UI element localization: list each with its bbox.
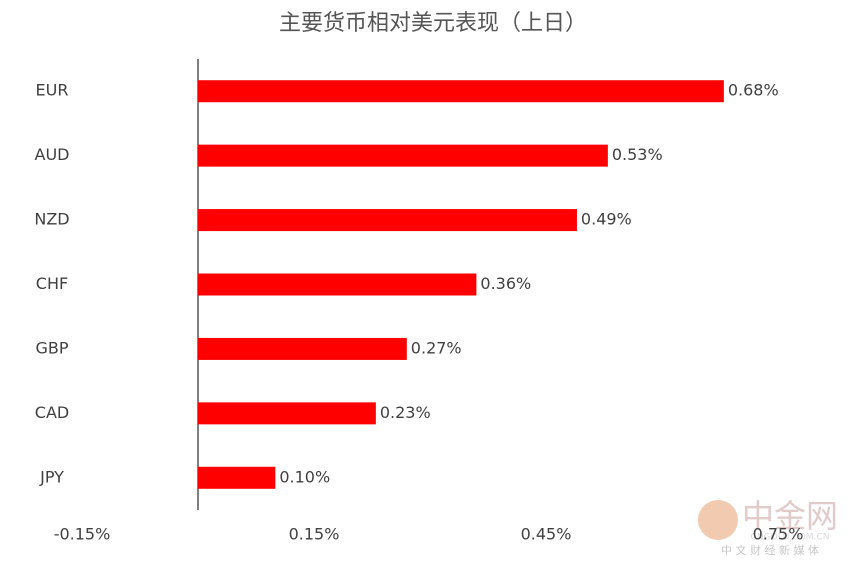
y-tick-label: CHF	[36, 274, 68, 293]
value-label: 0.23%	[380, 403, 431, 422]
chart-title: 主要货币相对美元表现（上日）	[279, 11, 587, 36]
bar	[198, 466, 276, 489]
bar	[198, 209, 577, 232]
x-tick-label: -0.15%	[54, 525, 111, 544]
x-tick-label: 0.45%	[521, 525, 572, 544]
value-label: 0.49%	[581, 210, 632, 229]
bar	[198, 273, 477, 296]
watermark-url: CNGOLD.COM.CN	[751, 533, 830, 543]
watermark-slogan: 中 文 财 经 新 媒 体	[721, 543, 819, 557]
y-tick-label: NZD	[34, 210, 69, 229]
value-label: 0.53%	[612, 145, 663, 164]
value-label: 0.68%	[728, 81, 779, 100]
value-label: 0.36%	[480, 274, 531, 293]
y-tick-label: GBP	[35, 338, 68, 357]
value-label: 0.10%	[279, 467, 330, 486]
bar	[198, 144, 608, 167]
bar	[198, 337, 407, 360]
bar	[198, 402, 376, 425]
x-tick-label: 0.75%	[753, 525, 804, 544]
watermark-logo	[698, 500, 738, 540]
y-tick-label: JPY	[39, 467, 64, 486]
bar	[198, 80, 724, 103]
watermark-name: 中金网	[742, 497, 838, 535]
x-tick-label: 0.15%	[289, 525, 340, 544]
y-tick-label: AUD	[35, 145, 70, 164]
watermark: 中金网 CNGOLD.COM.CN 中 文 财 经 新 媒 体	[698, 497, 838, 557]
y-tick-label: EUR	[36, 81, 69, 100]
y-tick-label: CAD	[35, 403, 69, 422]
value-label: 0.27%	[411, 338, 462, 357]
